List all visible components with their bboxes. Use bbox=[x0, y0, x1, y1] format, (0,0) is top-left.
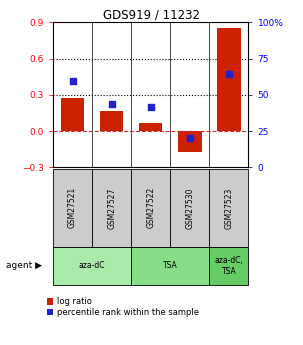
Bar bbox=[100, 110, 123, 131]
Bar bbox=[178, 131, 201, 151]
Bar bbox=[209, 247, 248, 285]
Bar bbox=[170, 169, 209, 247]
Bar bbox=[209, 169, 248, 247]
Point bbox=[148, 105, 153, 110]
Text: GDS919 / 11232: GDS919 / 11232 bbox=[103, 9, 200, 22]
Legend: log ratio, percentile rank within the sample: log ratio, percentile rank within the sa… bbox=[47, 297, 198, 317]
Bar bbox=[61, 98, 84, 131]
Point bbox=[70, 78, 75, 84]
Text: agent ▶: agent ▶ bbox=[6, 262, 42, 270]
Bar bbox=[53, 169, 92, 247]
Bar bbox=[131, 169, 170, 247]
Bar bbox=[92, 169, 131, 247]
Text: aza-dC: aza-dC bbox=[79, 262, 105, 270]
Text: aza-dC,
TSA: aza-dC, TSA bbox=[215, 256, 243, 276]
Point bbox=[187, 136, 192, 141]
Text: GSM27522: GSM27522 bbox=[146, 187, 155, 228]
Text: GSM27523: GSM27523 bbox=[225, 187, 233, 228]
Bar bbox=[139, 122, 162, 131]
Bar bbox=[217, 28, 241, 131]
Text: GSM27527: GSM27527 bbox=[107, 187, 116, 228]
Point bbox=[227, 71, 231, 77]
Bar bbox=[131, 247, 209, 285]
Text: TSA: TSA bbox=[163, 262, 178, 270]
Text: GSM27530: GSM27530 bbox=[185, 187, 194, 229]
Point bbox=[109, 101, 114, 107]
Text: GSM27521: GSM27521 bbox=[68, 187, 77, 228]
Bar bbox=[53, 247, 131, 285]
